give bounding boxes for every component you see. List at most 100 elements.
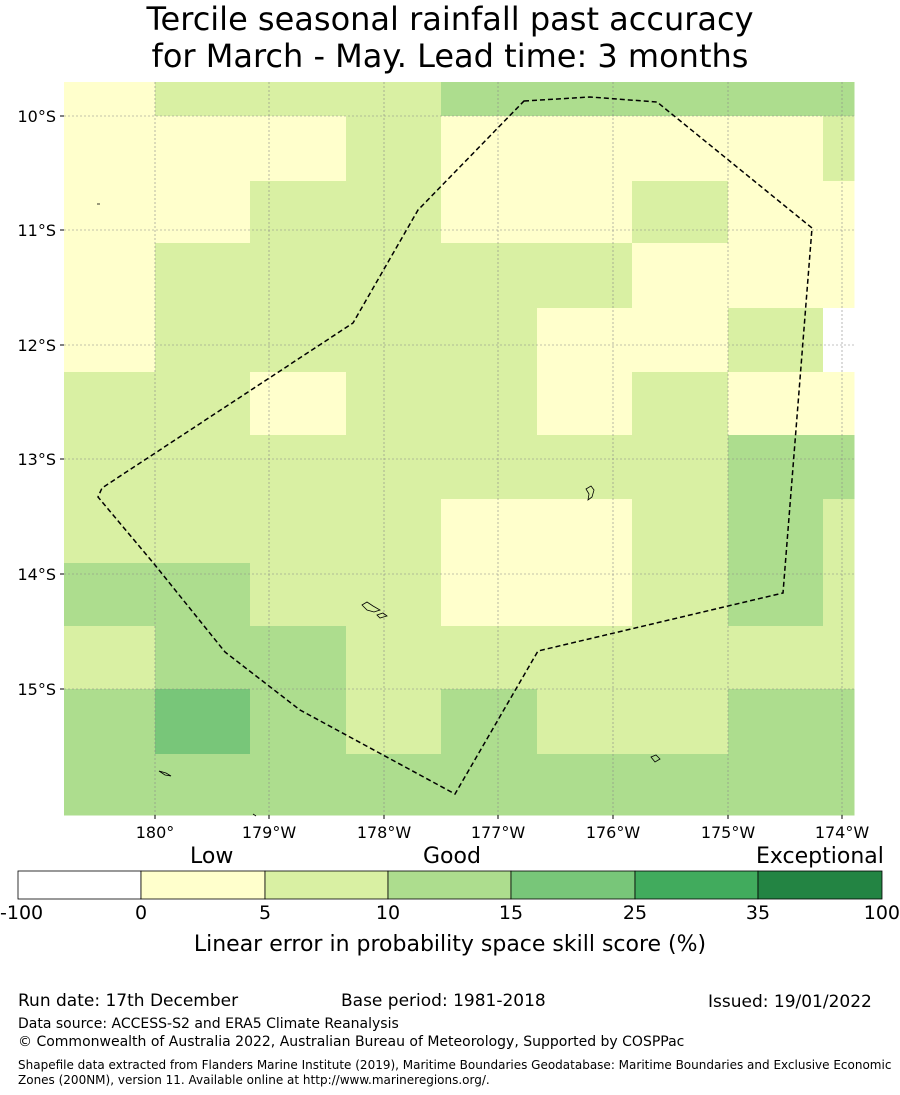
grid-cell [537, 626, 633, 690]
grid-cell [823, 82, 855, 117]
grid-cell [155, 626, 251, 690]
grid-cell [250, 563, 347, 627]
colorbar-axis-label: Linear error in probability space skill … [193, 932, 707, 957]
grid-cell [250, 499, 347, 564]
grid-cell [64, 308, 156, 373]
grid-cell [346, 754, 442, 816]
grid-cell [823, 243, 855, 309]
grid-cell [346, 626, 442, 690]
grid-cell [632, 626, 729, 690]
grid-cell [537, 308, 633, 373]
colorbar-segment [140, 870, 266, 900]
island-swains [158, 770, 172, 777]
grid-cell [823, 689, 855, 755]
grid-cell [250, 626, 347, 690]
grid-cell [441, 754, 538, 816]
eez-boundary [97, 96, 813, 796]
grid-cell [632, 499, 729, 564]
colorbar-tick-label: -100 [0, 902, 44, 924]
grid-cell [346, 243, 442, 309]
grid-cell [728, 754, 824, 816]
grid-cell [728, 308, 824, 373]
grid-cell [250, 308, 347, 373]
grid-cell [537, 435, 633, 500]
map-title-line-1: Tercile seasonal rainfall past accuracy [146, 0, 754, 38]
grid-cell [346, 308, 442, 373]
grid-cell [346, 372, 442, 436]
grid-cell [537, 563, 633, 627]
colorbar-segment [510, 870, 636, 900]
grid-cell [441, 372, 538, 436]
grid-cell [728, 372, 824, 436]
grid-cell [537, 181, 633, 244]
colorbar-label-low: Low [190, 844, 234, 869]
grid-cell [155, 82, 251, 117]
longitude-tick-label: 180° [136, 823, 175, 842]
grid-cell [346, 181, 442, 244]
colorbar-tick-label: 15 [498, 902, 524, 924]
island-rose [650, 754, 661, 763]
grid-cell [632, 372, 729, 436]
grid-cell [632, 82, 729, 117]
longitude-tick-label: 178°W [357, 823, 412, 842]
grid-cell [537, 499, 633, 564]
grid-cell [728, 181, 824, 244]
grid-cell [632, 754, 729, 816]
colorbar-label-good: Good [423, 844, 481, 869]
grid-cell [823, 563, 855, 627]
colorbar-tick-label: 100 [863, 902, 900, 924]
grid-cell [346, 499, 442, 564]
grid-cell [632, 181, 729, 244]
grid-cell [155, 754, 251, 816]
grid-cell [250, 435, 347, 500]
latitude-tick-label: 12°S [17, 336, 56, 355]
grid-cell [823, 435, 855, 500]
grid-cell [728, 116, 824, 182]
grid-cell [728, 499, 824, 564]
grid-cell [64, 243, 156, 309]
islands [97, 203, 661, 817]
grid-cell [823, 754, 855, 816]
grid-cell [823, 181, 855, 244]
grid-cell [64, 82, 156, 117]
grid-cell [155, 435, 251, 500]
grid-cell [155, 181, 251, 244]
grid-cell [346, 689, 442, 755]
shapefile-credit: Shapefile data extracted from Flanders M… [18, 1058, 892, 1087]
grid-cell [441, 563, 538, 627]
grid-cell [537, 116, 633, 182]
latitude-tick-label: 11°S [17, 221, 56, 240]
colorbar-segment [264, 870, 389, 900]
grid-cell [155, 308, 251, 373]
grid-cell [632, 689, 729, 755]
island-tutuila [361, 601, 381, 613]
colorbar [17, 870, 883, 900]
issued-date: Issued: 19/01/2022 [708, 992, 872, 1012]
grid-cell [155, 689, 251, 755]
colorbar-label-exceptional: Exceptional [756, 844, 884, 869]
grid-cell [823, 499, 855, 564]
longitude-axis: 180° 179°W 178°W 177°W 176°W 175°W 174°W [136, 815, 870, 842]
grid-cell [346, 82, 442, 117]
grid-cell [155, 116, 251, 182]
colorbar-segment [634, 870, 759, 900]
latitude-axis: 10°S 11°S 12°S 13°S 14°S 15°S [17, 107, 64, 699]
grid-cell [155, 499, 251, 564]
grid-cell [250, 754, 347, 816]
colorbar-tick-label: 35 [745, 902, 771, 924]
grid-cell [632, 563, 729, 627]
colorbar-tick-label: 25 [622, 902, 648, 924]
grid-cell [64, 754, 156, 816]
run-date: Run date: 17th December [18, 991, 239, 1011]
grid-cell [64, 563, 156, 627]
longitude-tick-label: 174°W [815, 823, 870, 842]
grid-cell [250, 372, 347, 436]
latitude-tick-label: 13°S [17, 450, 56, 469]
colorbar-segment [387, 870, 512, 900]
grid-cell [728, 243, 824, 309]
skill-score-grid [64, 82, 855, 816]
grid-cell [632, 116, 729, 182]
grid-cell [64, 116, 156, 182]
longitude-tick-label: 177°W [471, 823, 526, 842]
grid-cell [537, 689, 633, 755]
